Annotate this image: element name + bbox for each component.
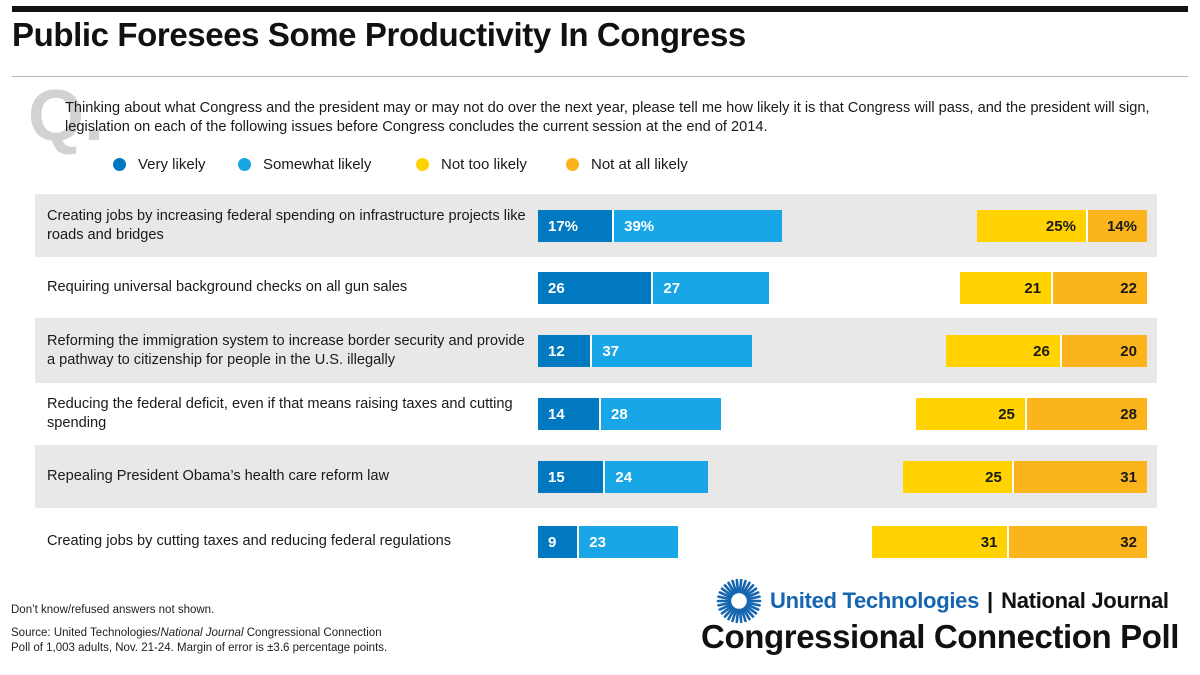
row-label: Creating jobs by increasing federal spen… bbox=[47, 207, 526, 243]
row-label: Creating jobs by cutting taxes and reduc… bbox=[47, 533, 452, 549]
survey-question: Thinking about what Congress and the pre… bbox=[65, 100, 1150, 135]
bar-not-too-likely: 25% bbox=[976, 210, 1086, 242]
bar-not-at-all-likely: 22 bbox=[1051, 272, 1147, 304]
bar-somewhat-likely: 27 bbox=[651, 272, 770, 304]
bar-very-likely: 26 bbox=[538, 272, 652, 304]
bar-not-too-likely: 26 bbox=[946, 335, 1060, 367]
source-note: Source: United Technologies/National Jou… bbox=[11, 626, 387, 656]
legend-swatch-somewhat-likely bbox=[238, 158, 251, 171]
row-label: Reforming the immigration system to incr… bbox=[47, 332, 525, 368]
bar-somewhat-likely: 24 bbox=[603, 461, 709, 493]
brand-united-technologies: United Technologies bbox=[770, 588, 980, 613]
source-prefix: Source: United Technologies/ bbox=[11, 627, 161, 639]
bar-very-likely: 12 bbox=[538, 335, 591, 367]
poll-name: Congressional Connection Poll bbox=[701, 618, 1179, 655]
bar-very-likely: 17% bbox=[538, 210, 613, 242]
bar-very-likely: 14 bbox=[538, 398, 600, 430]
bar-not-too-likely: 21 bbox=[959, 272, 1052, 304]
legend-swatch-not-at-all-likely bbox=[566, 158, 579, 171]
title-divider bbox=[12, 76, 1188, 77]
row-label: Requiring universal background checks on… bbox=[47, 279, 408, 295]
chart-legend: Very likely Somewhat likely Not too like… bbox=[0, 156, 1200, 176]
top-rule bbox=[12, 6, 1188, 12]
brand-national-journal: National Journal bbox=[1001, 588, 1169, 613]
legend-label-not-too-likely: Not too likely bbox=[441, 156, 527, 173]
bar-somewhat-likely: 28 bbox=[599, 398, 722, 430]
source-suffix: Congressional Connection bbox=[243, 627, 382, 639]
legend-label-not-at-all-likely: Not at all likely bbox=[591, 156, 688, 173]
legend-swatch-not-too-likely bbox=[416, 158, 429, 171]
source-publication: National Journal bbox=[160, 627, 244, 639]
bar-somewhat-likely: 23 bbox=[577, 526, 678, 558]
united-technologies-logo-icon bbox=[716, 578, 762, 624]
bar-very-likely: 9 bbox=[538, 526, 578, 558]
legend-label-very-likely: Very likely bbox=[138, 156, 206, 173]
bar-not-too-likely: 25 bbox=[902, 461, 1012, 493]
source-line-2: Poll of 1,003 adults, Nov. 21-24. Margin… bbox=[11, 642, 388, 654]
bar-very-likely: 15 bbox=[538, 461, 604, 493]
bar-not-at-all-likely: 31 bbox=[1011, 461, 1147, 493]
question-mark-glyph: Q. bbox=[28, 76, 105, 156]
legend-swatch-very-likely bbox=[113, 158, 126, 171]
footnote-dont-know: Don’t know/refused answers not shown. bbox=[11, 604, 215, 616]
bar-not-too-likely: 31 bbox=[872, 526, 1008, 558]
row-label: Repealing President Obama’s health care … bbox=[47, 468, 390, 484]
legend-label-somewhat-likely: Somewhat likely bbox=[263, 156, 372, 173]
legend-item-not-too-likely: Not too likely bbox=[416, 156, 527, 173]
bar-somewhat-likely: 39% bbox=[612, 210, 783, 242]
legend-item-very-likely: Very likely bbox=[113, 156, 206, 173]
bar-somewhat-likely: 37 bbox=[590, 335, 752, 367]
bar-not-at-all-likely: 28 bbox=[1024, 398, 1147, 430]
bar-not-at-all-likely: 14% bbox=[1085, 210, 1147, 242]
brand-separator: | bbox=[987, 588, 994, 613]
row-label: Reducing the federal deficit, even if th… bbox=[47, 396, 513, 431]
chart-title: Public Foresees Some Productivity In Con… bbox=[12, 16, 746, 53]
legend-item-somewhat-likely: Somewhat likely bbox=[238, 156, 371, 173]
bar-not-at-all-likely: 32 bbox=[1007, 526, 1147, 558]
legend-item-not-at-all-likely: Not at all likely bbox=[566, 156, 688, 173]
bar-not-at-all-likely: 20 bbox=[1059, 335, 1147, 367]
brand-line: United Technologies | National Journal bbox=[716, 578, 1169, 624]
bar-not-too-likely: 25 bbox=[915, 398, 1025, 430]
